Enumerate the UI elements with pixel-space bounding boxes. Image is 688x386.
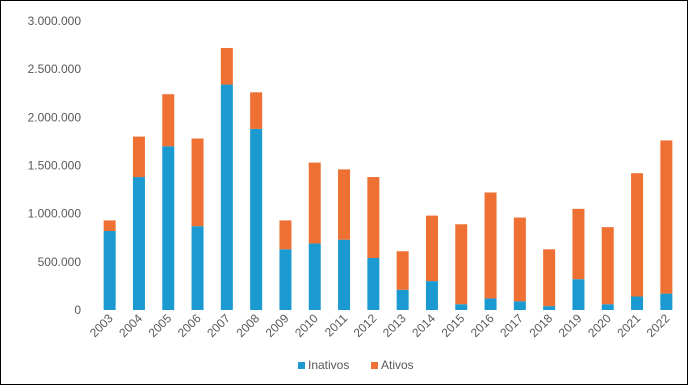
- y-tick-label: 3.000.000: [28, 14, 82, 28]
- bar-ativos-2007: [220, 47, 233, 85]
- bar-ativos-2012: [367, 177, 380, 258]
- bar-inativos-2003: [103, 231, 116, 310]
- bar-inativos-2021: [631, 296, 644, 310]
- bar-ativos-2015: [455, 224, 468, 305]
- bar-inativos-2015: [455, 304, 468, 310]
- y-axis: 0 500.000 1.000.000 1.500.000 2.000.000 2.500…: [28, 14, 82, 317]
- bar-inativos-2007: [220, 84, 233, 310]
- bar-inativos-2020: [601, 304, 614, 310]
- bar-ativos-2022: [660, 140, 673, 294]
- bar-inativos-2014: [425, 281, 438, 310]
- x-tick-label: 2012: [351, 311, 380, 340]
- x-tick-label: 2018: [526, 311, 555, 340]
- x-tick-label: 2007: [204, 311, 233, 340]
- legend-label-ativos: Ativos: [381, 358, 414, 372]
- bar-ativos-2018: [543, 249, 556, 307]
- legend-label-inativos: Inativos: [308, 358, 349, 372]
- x-tick-label: 2014: [409, 311, 438, 340]
- x-tick-label: 2010: [292, 311, 321, 340]
- bars: [103, 47, 673, 310]
- bar-inativos-2017: [513, 301, 526, 310]
- bar-inativos-2013: [396, 289, 409, 310]
- x-tick-label: 2019: [556, 311, 585, 340]
- x-tick-label: 2008: [233, 311, 262, 340]
- x-tick-label: 2017: [497, 311, 526, 340]
- bar-ativos-2004: [132, 136, 145, 178]
- x-tick-label: 2021: [614, 311, 643, 340]
- y-tick-label: 2.000.000: [28, 110, 82, 124]
- x-tick-label: 2020: [585, 311, 614, 340]
- bar-inativos-2010: [308, 243, 321, 310]
- y-tick-label: 2.500.000: [28, 62, 82, 76]
- bar-ativos-2021: [631, 173, 644, 297]
- bar-ativos-2006: [191, 138, 204, 227]
- x-axis: 2003 2004 2005 2006 2007 2008 2009 2010 2011 2012…: [87, 311, 673, 340]
- bar-inativos-2005: [162, 146, 175, 310]
- x-tick-label: 2006: [175, 311, 204, 340]
- y-tick-label: 1.000.000: [28, 207, 82, 221]
- bar-ativos-2005: [162, 94, 175, 147]
- y-tick-label: 1.500.000: [28, 159, 82, 173]
- bar-inativos-2019: [572, 279, 585, 310]
- bar-inativos-2022: [660, 293, 673, 310]
- x-tick-label: 2013: [380, 311, 409, 340]
- x-tick-label: 2004: [116, 311, 145, 340]
- x-tick-label: 2011: [322, 311, 350, 339]
- bar-inativos-2004: [132, 177, 145, 310]
- y-tick-label: 500.000: [38, 255, 82, 269]
- bar-ativos-2020: [601, 227, 614, 305]
- bar-inativos-2011: [338, 239, 351, 310]
- bar-ativos-2008: [250, 92, 263, 129]
- x-tick-label: 2003: [87, 311, 116, 340]
- x-tick-label: 2022: [644, 311, 673, 340]
- bar-ativos-2019: [572, 208, 585, 280]
- bar-inativos-2012: [367, 257, 380, 310]
- bar-ativos-2016: [484, 192, 497, 299]
- legend: Inativos Ativos: [298, 358, 414, 372]
- bar-inativos-2008: [250, 128, 263, 310]
- legend-swatch-ativos: [371, 362, 378, 369]
- x-tick-label: 2015: [439, 311, 468, 340]
- legend-swatch-inativos: [298, 362, 305, 369]
- y-tick-label: 0: [74, 303, 81, 317]
- bar-ativos-2011: [338, 169, 351, 240]
- bar-inativos-2006: [191, 226, 204, 310]
- x-tick-label: 2009: [263, 311, 292, 340]
- bar-ativos-2009: [279, 220, 292, 250]
- bar-ativos-2014: [425, 215, 438, 282]
- x-tick-label: 2005: [146, 311, 175, 340]
- bar-ativos-2003: [103, 220, 116, 232]
- x-tick-label: 2016: [468, 311, 497, 340]
- bar-inativos-2009: [279, 249, 292, 310]
- bar-inativos-2016: [484, 298, 497, 310]
- bar-inativos-2018: [543, 306, 556, 310]
- bar-ativos-2017: [513, 217, 526, 302]
- bar-ativos-2013: [396, 251, 409, 290]
- bar-ativos-2010: [308, 162, 321, 244]
